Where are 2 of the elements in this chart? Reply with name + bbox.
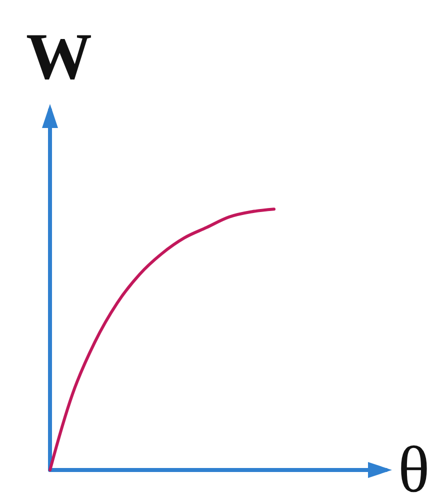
y-axis-title: W [26, 20, 92, 94]
x-axis-title: θ [398, 434, 430, 503]
